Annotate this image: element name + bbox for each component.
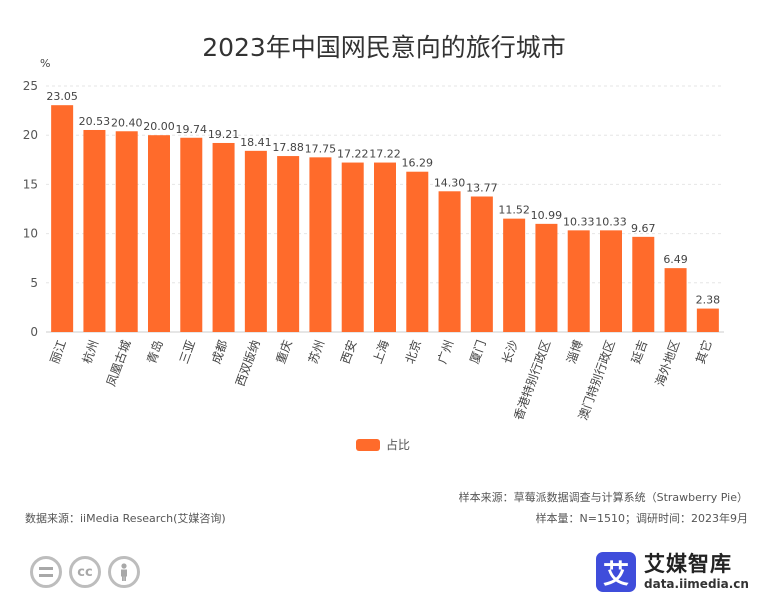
data-label: 10.33 (563, 215, 595, 228)
bar (374, 162, 396, 332)
category-label: 凤凰古城 (103, 338, 134, 388)
bar (341, 162, 364, 332)
category-label: 成都 (209, 338, 230, 365)
person-icon (108, 556, 140, 588)
category-label: 淄博 (563, 338, 585, 366)
brand-url: data.iimedia.cn (644, 577, 749, 591)
category-label: 苏州 (306, 338, 327, 365)
y-axis-unit: % (40, 57, 50, 70)
y-tick-label: 0 (30, 325, 38, 339)
data-label: 17.75 (305, 142, 337, 155)
data-label: 14.30 (434, 176, 466, 189)
category-label: 海外地区 (652, 338, 683, 388)
legend: 占比 (356, 436, 410, 453)
bar (438, 191, 461, 332)
bar (632, 236, 655, 332)
category-label: 西安 (337, 338, 359, 366)
y-tick-label: 10 (23, 227, 38, 241)
bar (309, 157, 332, 332)
bar (535, 223, 558, 332)
brand: 艾 艾媒智库 data.iimedia.cn (596, 552, 749, 592)
data-label: 10.99 (531, 209, 563, 222)
x-axis-labels: 丽江 杭州 凤凰古城 青岛 三亚 成都 西双版纳 重庆 苏州 西安 上海 北京 广州 厦门 长沙香港特别行政… (48, 338, 715, 422)
data-label: 16.29 (402, 157, 434, 170)
data-label: 10.33 (595, 215, 627, 228)
bar (115, 131, 138, 332)
bar (470, 196, 493, 332)
data-label: 19.21 (208, 128, 240, 141)
data-label: 20.53 (79, 115, 111, 128)
bar (180, 137, 203, 332)
y-tick-label: 25 (23, 79, 38, 93)
bars (51, 105, 719, 332)
bar (696, 308, 719, 332)
bar (83, 129, 106, 332)
bar (51, 105, 74, 332)
category-label: 其它 (692, 338, 714, 366)
category-label: 杭州 (79, 338, 101, 366)
data-label: 17.22 (337, 148, 369, 161)
y-tick-label: 15 (23, 177, 38, 191)
bar (406, 171, 429, 332)
bar (664, 268, 687, 332)
sample-info: 样本量：N=1510；调研时间：2023年9月 (535, 512, 748, 525)
category-label: 厦门 (466, 338, 488, 366)
category-label: 延吉 (629, 338, 650, 365)
category-label: 上海 (370, 338, 392, 366)
data-label: 9.67 (631, 222, 656, 235)
bar (503, 218, 526, 332)
data-source: 数据来源：iiMedia Research(艾媒咨询) (25, 512, 226, 525)
data-label: 6.49 (663, 253, 688, 266)
license-icons: cc (30, 556, 140, 588)
data-label: 17.22 (369, 148, 401, 161)
category-label: 三亚 (177, 338, 198, 365)
bar (277, 156, 300, 332)
data-label: 18.41 (240, 136, 272, 149)
data-label: 23.05 (46, 90, 78, 103)
category-label: 长沙 (500, 338, 521, 365)
bar (600, 230, 622, 332)
data-label: 17.88 (272, 141, 304, 154)
data-label: 11.52 (498, 204, 530, 217)
y-axis: 0 5 10 15 20 25% (23, 57, 51, 339)
category-label: 重庆 (274, 338, 295, 365)
data-label: 20.40 (111, 116, 143, 129)
y-tick-label: 5 (30, 276, 38, 290)
brand-logo: 艾 (596, 552, 636, 592)
sample-source: 样本来源：草莓派数据调查与计算系统（Strawberry Pie） (458, 491, 748, 504)
bar (244, 150, 267, 332)
chart-title: 2023年中国网民意向的旅行城市 (202, 33, 566, 62)
category-label: 北京 (403, 338, 424, 365)
y-tick-label: 20 (23, 128, 38, 142)
category-label: 丽江 (48, 338, 69, 365)
data-label: 13.77 (466, 182, 498, 195)
bar (148, 135, 170, 332)
bar (567, 230, 590, 332)
legend-label: 占比 (386, 438, 411, 452)
category-label: 青岛 (144, 338, 166, 366)
data-label: 2.38 (696, 294, 721, 307)
brand-name: 艾媒智库 (644, 552, 732, 576)
data-label: 19.74 (176, 123, 208, 136)
legend-swatch (356, 438, 380, 451)
cc-icon: cc (69, 556, 101, 588)
equal-icon (30, 556, 62, 588)
data-label: 20.00 (143, 120, 175, 133)
bar (212, 142, 235, 332)
category-label: 西双版纳 (233, 338, 263, 388)
category-label: 广州 (435, 338, 456, 365)
